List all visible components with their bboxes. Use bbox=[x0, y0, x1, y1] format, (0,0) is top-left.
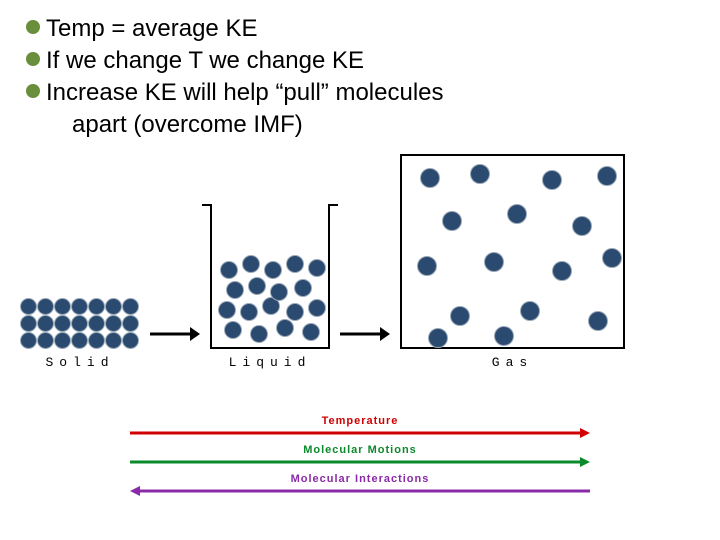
particle bbox=[484, 252, 504, 272]
particle bbox=[20, 298, 37, 315]
particle bbox=[54, 315, 71, 332]
particle bbox=[37, 332, 54, 349]
states-diagram: Solid Liquid Gas bbox=[0, 170, 720, 430]
strip-temperature: Temperature bbox=[130, 415, 590, 438]
arrow-icon bbox=[150, 324, 200, 344]
particle bbox=[308, 259, 326, 277]
particle bbox=[572, 216, 592, 236]
liquid-particles bbox=[216, 248, 324, 343]
particle bbox=[428, 328, 448, 348]
arrow-right-icon bbox=[130, 457, 590, 467]
arrow-left-icon bbox=[130, 486, 590, 496]
particle bbox=[302, 323, 320, 341]
beaker-rim bbox=[202, 204, 212, 206]
particle bbox=[220, 261, 238, 279]
bullet-item: Increase KE will help “pull” molecules bbox=[26, 78, 710, 108]
particle bbox=[417, 256, 437, 276]
particle bbox=[286, 255, 304, 273]
particle bbox=[552, 261, 572, 281]
particle bbox=[54, 332, 71, 349]
particle bbox=[597, 166, 617, 186]
particle bbox=[248, 277, 266, 295]
particle bbox=[105, 298, 122, 315]
strip-label: Temperature bbox=[322, 415, 399, 427]
bullet-text: Temp = average KE bbox=[46, 14, 257, 44]
particle bbox=[37, 315, 54, 332]
particle bbox=[20, 332, 37, 349]
particle bbox=[226, 281, 244, 299]
particle bbox=[20, 315, 37, 332]
particle bbox=[507, 204, 527, 224]
strip-label: Molecular Interactions bbox=[291, 473, 430, 485]
bullet-item: Temp = average KE bbox=[26, 14, 710, 44]
particle bbox=[520, 301, 540, 321]
bullet-icon bbox=[26, 52, 40, 66]
particle bbox=[71, 332, 88, 349]
particle bbox=[240, 303, 258, 321]
particle bbox=[276, 319, 294, 337]
particle bbox=[470, 164, 490, 184]
bullet-icon bbox=[26, 84, 40, 98]
particle bbox=[294, 279, 312, 297]
particle bbox=[88, 298, 105, 315]
solid-particles bbox=[20, 298, 140, 349]
bullet-text: Increase KE will help “pull” molecules bbox=[46, 78, 444, 108]
strip-interactions: Molecular Interactions bbox=[130, 473, 590, 496]
particle bbox=[542, 170, 562, 190]
particle bbox=[122, 298, 139, 315]
particle bbox=[37, 298, 54, 315]
beaker-rim bbox=[328, 204, 338, 206]
particle bbox=[122, 332, 139, 349]
particle bbox=[122, 315, 139, 332]
gas-particles bbox=[400, 154, 625, 349]
particle bbox=[71, 315, 88, 332]
states-row: Solid Liquid Gas bbox=[20, 170, 700, 370]
particle bbox=[105, 332, 122, 349]
particle bbox=[54, 298, 71, 315]
arrow-icon bbox=[340, 324, 390, 344]
particle bbox=[588, 311, 608, 331]
state-gas: Gas bbox=[400, 154, 625, 370]
bullet-text-cont: apart (overcome IMF) bbox=[72, 110, 710, 140]
particle bbox=[442, 211, 462, 231]
particle bbox=[71, 298, 88, 315]
arrow-right-icon bbox=[130, 428, 590, 438]
particle bbox=[602, 248, 622, 268]
bullet-list: Temp = average KE If we change T we chan… bbox=[0, 0, 720, 140]
particle bbox=[88, 332, 105, 349]
state-solid: Solid bbox=[20, 298, 140, 370]
state-label-solid: Solid bbox=[45, 355, 114, 370]
particle bbox=[286, 303, 304, 321]
particle bbox=[224, 321, 242, 339]
particle bbox=[308, 299, 326, 317]
property-arrows: Temperature Molecular Motions Molecular … bbox=[130, 415, 590, 502]
particle bbox=[270, 283, 288, 301]
particle bbox=[264, 261, 282, 279]
bullet-icon bbox=[26, 20, 40, 34]
particle bbox=[105, 315, 122, 332]
state-label-gas: Gas bbox=[492, 355, 533, 370]
particle bbox=[420, 168, 440, 188]
liquid-beaker bbox=[210, 204, 330, 349]
state-liquid: Liquid bbox=[210, 204, 330, 370]
bullet-text: If we change T we change KE bbox=[46, 46, 364, 76]
particle bbox=[218, 301, 236, 319]
particle bbox=[88, 315, 105, 332]
particle bbox=[450, 306, 470, 326]
strip-motions: Molecular Motions bbox=[130, 444, 590, 467]
particle bbox=[242, 255, 260, 273]
particle bbox=[250, 325, 268, 343]
state-label-liquid: Liquid bbox=[229, 355, 312, 370]
strip-label: Molecular Motions bbox=[303, 444, 417, 456]
particle bbox=[494, 326, 514, 346]
bullet-item: If we change T we change KE bbox=[26, 46, 710, 76]
